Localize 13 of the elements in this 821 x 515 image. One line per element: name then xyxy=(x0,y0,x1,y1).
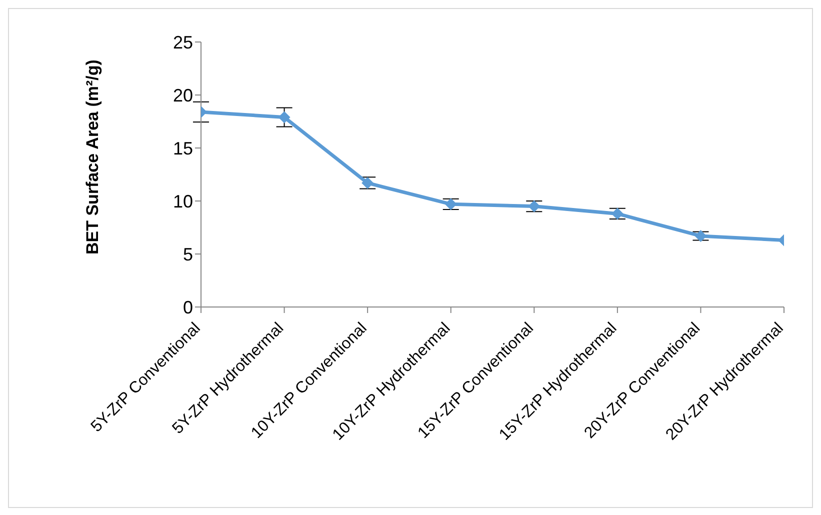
point xyxy=(611,208,624,220)
y-tick-label: 15 xyxy=(172,138,193,158)
y-tick-label: 25 xyxy=(172,32,193,52)
point xyxy=(444,198,457,210)
point xyxy=(528,200,540,212)
y-tick-label: 5 xyxy=(182,244,193,264)
y-tick-label: 20 xyxy=(172,85,193,106)
point xyxy=(278,111,290,124)
y-axis-title: BET Surface Area (m²/g) xyxy=(83,60,102,254)
y-tick-label: 0 xyxy=(182,297,193,318)
point xyxy=(362,176,374,189)
y-tick-label: 10 xyxy=(172,191,193,212)
point xyxy=(694,230,707,242)
